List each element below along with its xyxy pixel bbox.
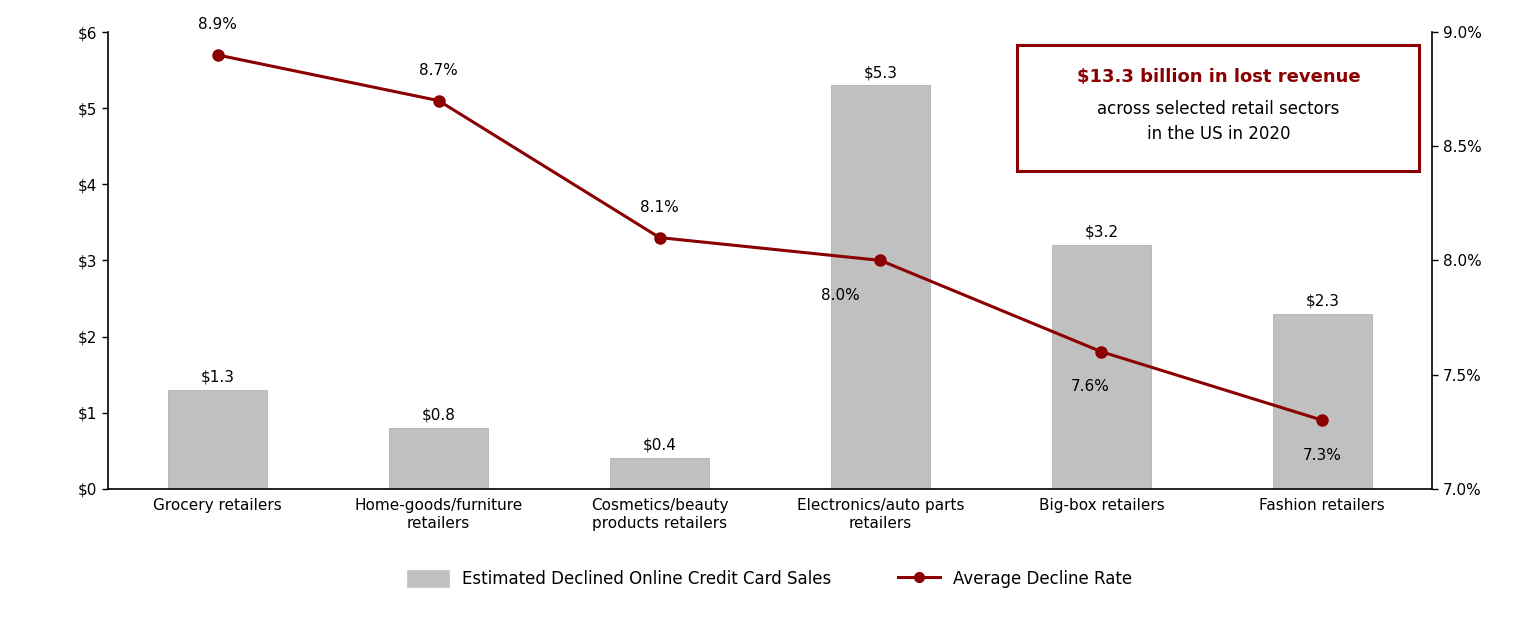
Text: $0.4: $0.4 — [642, 438, 676, 453]
Text: 7.3%: 7.3% — [1303, 448, 1341, 462]
Text: $5.3: $5.3 — [864, 65, 898, 80]
Text: $1.3: $1.3 — [200, 370, 234, 385]
Bar — [390, 428, 488, 489]
Bar — [830, 86, 930, 489]
Bar — [1052, 245, 1150, 489]
Text: $0.8: $0.8 — [422, 408, 456, 422]
Text: $13.3 billion in lost revenue: $13.3 billion in lost revenue — [1076, 68, 1360, 86]
FancyBboxPatch shape — [1018, 45, 1420, 170]
Text: 8.7%: 8.7% — [419, 63, 457, 78]
Text: 8.9%: 8.9% — [199, 17, 237, 32]
Bar — [610, 458, 710, 489]
Bar — [1272, 314, 1372, 489]
Text: 8.1%: 8.1% — [641, 200, 679, 215]
Legend: Estimated Declined Online Credit Card Sales, Average Decline Rate: Estimated Declined Online Credit Card Sa… — [400, 563, 1140, 595]
Text: 8.0%: 8.0% — [821, 288, 859, 303]
Text: 7.6%: 7.6% — [1070, 379, 1110, 394]
Bar — [168, 390, 268, 489]
Text: $2.3: $2.3 — [1306, 293, 1340, 309]
Text: $3.2: $3.2 — [1084, 225, 1118, 240]
Text: across selected retail sectors
in the US in 2020: across selected retail sectors in the US… — [1098, 100, 1340, 143]
